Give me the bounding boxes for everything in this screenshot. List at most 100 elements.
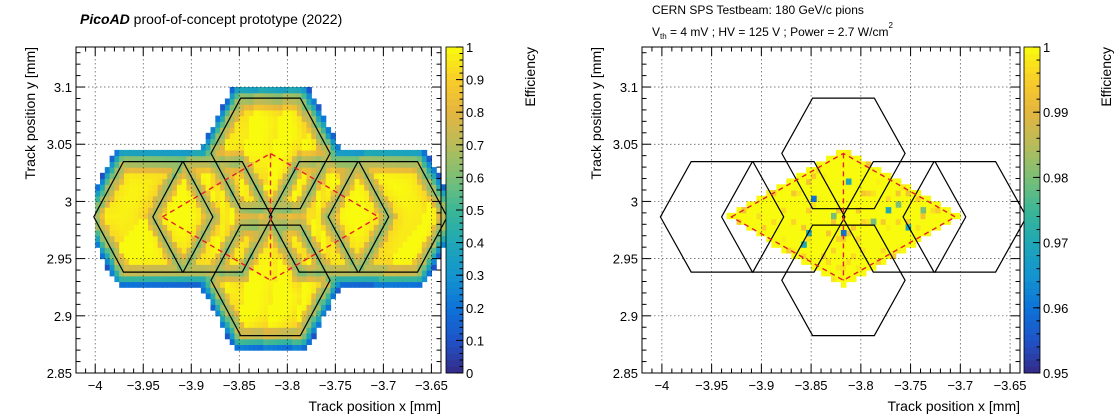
left-heat-cell (210, 132, 216, 140)
left-heat-cell (417, 207, 423, 214)
left-heat-cell (320, 247, 327, 254)
left-heat-cell (152, 235, 159, 242)
left-heat-cell (162, 224, 168, 231)
left-heat-cell (244, 144, 250, 151)
left-heat-cell (340, 184, 346, 191)
left-heat-cell (248, 178, 255, 185)
left-heat-cell (148, 264, 154, 271)
right-heat-cell (741, 218, 748, 225)
right-heat-cell (860, 247, 867, 254)
left-heat-cell (402, 264, 408, 271)
left-heat-cell (253, 338, 260, 345)
left-heat-cell (114, 195, 120, 202)
left-heat-cell (344, 230, 351, 237)
left-heat-cell (128, 161, 135, 168)
left-heat-cell (234, 138, 240, 145)
left-heat-cell (354, 224, 360, 231)
right-colorbar-segment (1024, 340, 1040, 348)
left-heat-cell (311, 327, 317, 334)
right-heat-cell (925, 224, 932, 231)
right-heat-cell (786, 235, 792, 242)
left-heat-cell (277, 167, 284, 174)
right-heat-cell (816, 247, 822, 254)
left-heat-cell (402, 190, 408, 197)
right-x-tick-label: −3.9 (749, 378, 775, 393)
left-heat-cell (263, 252, 269, 260)
left-heat-cell (210, 241, 216, 248)
right-colorbar-segment (1024, 359, 1040, 367)
right-heat-cell (811, 190, 817, 197)
right-heat-cell (801, 195, 807, 202)
left-heat-cell (272, 138, 279, 145)
left-heat-cell (157, 258, 163, 265)
left-heat-cell (210, 270, 216, 277)
left-heat-cell (397, 161, 404, 168)
left-heat-cell (196, 281, 202, 288)
right-heat-cell (895, 207, 902, 214)
left-heat-cell (417, 247, 423, 254)
right-colorbar-tick-label: 0.98 (1043, 170, 1068, 185)
left-heat-cell (181, 275, 188, 283)
left-heat-cell (200, 149, 207, 157)
right-heat-cell (816, 190, 822, 197)
left-heat-cell (378, 184, 384, 191)
left-colorbar-segment (446, 92, 463, 100)
left-heat-cell (340, 149, 346, 157)
left-heat-cell (316, 252, 322, 260)
right-heat-cell (880, 258, 887, 265)
left-heat-cell (407, 224, 413, 231)
left-heat-cell (421, 155, 428, 162)
left-heat-cell (311, 252, 317, 260)
right-heat-cell (925, 230, 932, 237)
left-heat-cell (191, 167, 197, 174)
right-heat-cell (831, 258, 837, 265)
left-heat-cell (426, 258, 432, 265)
left-heat-cell (186, 252, 192, 260)
right-heat-cell (776, 190, 782, 197)
left-heat-cell (253, 218, 260, 225)
left-heat-cell (412, 149, 418, 157)
left-heat-cell (421, 190, 428, 197)
left-heat-cell (277, 315, 284, 323)
left-colorbar-segment (446, 255, 463, 263)
left-heat-cell (234, 310, 240, 317)
right-heat-cell (836, 270, 842, 277)
left-heat-cell (311, 270, 317, 277)
left-heat-cell (296, 321, 303, 328)
left-heat-cell (340, 247, 346, 254)
left-heat-cell (133, 149, 139, 157)
left-heat-cell (215, 304, 221, 311)
right-heat-cell (816, 264, 822, 271)
left-heat-cell (215, 190, 221, 197)
right-heat-cell (801, 178, 807, 185)
left-heat-cell (220, 201, 226, 208)
left-heat-cell (306, 172, 312, 180)
left-heat-cell (220, 304, 226, 311)
right-heat-cell (880, 235, 887, 242)
left-heat-cell (349, 178, 356, 185)
left-heat-cell (138, 184, 144, 191)
left-heat-cell (205, 195, 212, 202)
left-heat-cell (162, 172, 168, 180)
left-heat-cell (282, 321, 288, 328)
left-heat-cell (378, 224, 384, 231)
left-heat-cell (364, 224, 370, 231)
right-heat-cell (836, 218, 842, 225)
left-heat-cell (172, 264, 178, 271)
left-heat-cell (128, 230, 135, 237)
right-heat-cell (875, 247, 882, 254)
left-heat-cell (200, 184, 207, 191)
right-heat-cell (850, 161, 857, 168)
left-heat-cell (282, 287, 288, 294)
left-heat-cell (436, 241, 442, 248)
left-heat-cell (393, 247, 399, 254)
left-heat-cell (258, 315, 264, 323)
right-heat-cell (746, 224, 752, 231)
left-heat-cell (296, 87, 303, 94)
left-heat-cell (287, 149, 293, 157)
left-heat-cell (306, 115, 312, 122)
right-heat-cell (880, 195, 887, 202)
left-heat-cell (119, 235, 125, 242)
left-heat-cell (292, 87, 298, 94)
right-heat-cell (806, 247, 812, 254)
